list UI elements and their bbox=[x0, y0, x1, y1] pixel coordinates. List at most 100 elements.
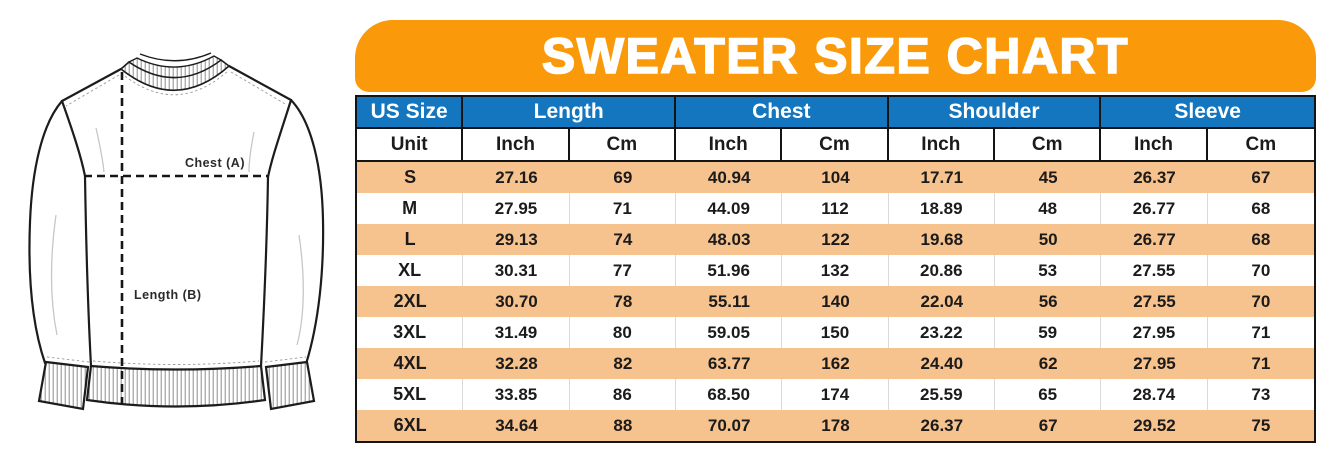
collar-ribbing bbox=[119, 52, 231, 92]
value-cell: 32.28 bbox=[463, 348, 570, 379]
left-cuff-ribbing bbox=[37, 360, 90, 411]
table-row: M 27.95 71 44.09 112 18.89 48 26.77 68 bbox=[357, 193, 1314, 224]
value-cell: 174 bbox=[782, 379, 889, 410]
column-header-row: US Size Length Chest Shoulder Sleeve bbox=[355, 95, 1316, 129]
value-cell: 29.13 bbox=[463, 224, 570, 255]
unit-cell: Cm bbox=[570, 129, 676, 160]
stitch-lines bbox=[46, 69, 307, 365]
size-cell: 3XL bbox=[357, 317, 464, 348]
right-cuff-ribbing bbox=[264, 360, 316, 411]
value-cell: 27.55 bbox=[1101, 286, 1208, 317]
size-cell: L bbox=[357, 224, 464, 255]
value-cell: 150 bbox=[782, 317, 889, 348]
value-cell: 67 bbox=[1207, 162, 1314, 193]
value-cell: 59.05 bbox=[676, 317, 783, 348]
value-cell: 48 bbox=[995, 193, 1102, 224]
value-cell: 56 bbox=[995, 286, 1102, 317]
value-cell: 122 bbox=[782, 224, 889, 255]
value-cell: 33.85 bbox=[463, 379, 570, 410]
table-row: 6XL 34.64 88 70.07 178 26.37 67 29.52 75 bbox=[357, 410, 1314, 441]
value-cell: 104 bbox=[782, 162, 889, 193]
value-cell: 17.71 bbox=[888, 162, 995, 193]
column-header-chest: Chest bbox=[676, 97, 889, 127]
value-cell: 82 bbox=[569, 348, 676, 379]
value-cell: 40.94 bbox=[676, 162, 783, 193]
value-cell: 27.95 bbox=[1101, 317, 1208, 348]
value-cell: 70 bbox=[1207, 286, 1314, 317]
size-cell: 6XL bbox=[357, 410, 464, 441]
value-cell: 71 bbox=[569, 193, 676, 224]
value-cell: 51.96 bbox=[676, 255, 783, 286]
unit-cell: Inch bbox=[676, 129, 783, 160]
value-cell: 24.40 bbox=[888, 348, 995, 379]
value-cell: 77 bbox=[569, 255, 676, 286]
value-cell: 34.64 bbox=[463, 410, 570, 441]
value-cell: 112 bbox=[782, 193, 889, 224]
value-cell: 178 bbox=[782, 410, 889, 441]
value-cell: 86 bbox=[569, 379, 676, 410]
value-cell: 74 bbox=[569, 224, 676, 255]
value-cell: 22.04 bbox=[888, 286, 995, 317]
value-cell: 71 bbox=[1207, 317, 1314, 348]
value-cell: 71 bbox=[1207, 348, 1314, 379]
table-row: 2XL 30.70 78 55.11 140 22.04 56 27.55 70 bbox=[357, 286, 1314, 317]
value-cell: 132 bbox=[782, 255, 889, 286]
value-cell: 26.37 bbox=[888, 410, 995, 441]
value-cell: 68.50 bbox=[676, 379, 783, 410]
column-header-sleeve: Sleeve bbox=[1174, 100, 1241, 123]
value-cell: 75 bbox=[1207, 410, 1314, 441]
value-cell: 26.77 bbox=[1101, 224, 1208, 255]
value-cell: 26.77 bbox=[1101, 193, 1208, 224]
value-cell: 29.52 bbox=[1101, 410, 1208, 441]
value-cell: 45 bbox=[995, 162, 1102, 193]
length-label: Length (B) bbox=[134, 288, 201, 302]
value-cell: 48.03 bbox=[676, 224, 783, 255]
value-cell: 62 bbox=[995, 348, 1102, 379]
value-cell: 31.49 bbox=[463, 317, 570, 348]
value-cell: 78 bbox=[569, 286, 676, 317]
column-header-us-size: US Size bbox=[357, 97, 464, 127]
unit-cell: Cm bbox=[1245, 134, 1277, 155]
sketch-shading bbox=[50, 127, 304, 346]
table-row: 4XL 32.28 82 63.77 162 24.40 62 27.95 71 bbox=[357, 348, 1314, 379]
chart-title: SWEATER SIZE CHART bbox=[541, 27, 1130, 85]
value-cell: 70 bbox=[1207, 255, 1314, 286]
value-cell: 27.16 bbox=[463, 162, 570, 193]
hem-ribbing bbox=[85, 364, 267, 408]
value-cell: 27.95 bbox=[463, 193, 570, 224]
column-header-shoulder: Shoulder bbox=[889, 97, 1102, 127]
value-cell: 28.74 bbox=[1101, 379, 1208, 410]
value-cell: 65 bbox=[995, 379, 1102, 410]
value-cell: 23.22 bbox=[888, 317, 995, 348]
column-header-length: Length bbox=[463, 97, 676, 127]
unit-cell: Inch bbox=[889, 129, 995, 160]
sweater-diagram: Chest (A) Length (B) bbox=[0, 0, 355, 465]
unit-header-row: Unit Inch Cm Inch Cm Inch Cm Inch Cm bbox=[355, 129, 1316, 162]
size-cell: M bbox=[357, 193, 464, 224]
value-cell: 162 bbox=[782, 348, 889, 379]
sweater-line-art: Chest (A) Length (B) bbox=[28, 52, 325, 411]
unit-cell: Inch bbox=[1101, 129, 1208, 160]
value-cell: 68 bbox=[1207, 224, 1314, 255]
value-cell: 73 bbox=[1207, 379, 1314, 410]
value-cell: 70.07 bbox=[676, 410, 783, 441]
value-cell: 80 bbox=[569, 317, 676, 348]
chest-label: Chest (A) bbox=[185, 156, 245, 170]
size-cell: XL bbox=[357, 255, 464, 286]
value-cell: 53 bbox=[995, 255, 1102, 286]
value-cell: 63.77 bbox=[676, 348, 783, 379]
table-row: XL 30.31 77 51.96 132 20.86 53 27.55 70 bbox=[357, 255, 1314, 286]
unit-cell: Unit bbox=[357, 129, 464, 160]
value-cell: 27.95 bbox=[1101, 348, 1208, 379]
size-table: US Size Length Chest Shoulder Sleeve Unit Inc… bbox=[355, 95, 1316, 443]
value-cell: 19.68 bbox=[888, 224, 995, 255]
value-cell: 50 bbox=[995, 224, 1102, 255]
size-chart-panel: SWEATER SIZE CHART US Size Length Chest Sho… bbox=[355, 20, 1316, 443]
value-cell: 27.55 bbox=[1101, 255, 1208, 286]
unit-cell: Cm bbox=[782, 129, 889, 160]
value-cell: 18.89 bbox=[888, 193, 995, 224]
table-body: S 27.16 69 40.94 104 17.71 45 26.37 67 M 27.95 71 44… bbox=[355, 162, 1316, 443]
unit-cell: Cm bbox=[995, 129, 1102, 160]
size-cell: 4XL bbox=[357, 348, 464, 379]
value-cell: 44.09 bbox=[676, 193, 783, 224]
